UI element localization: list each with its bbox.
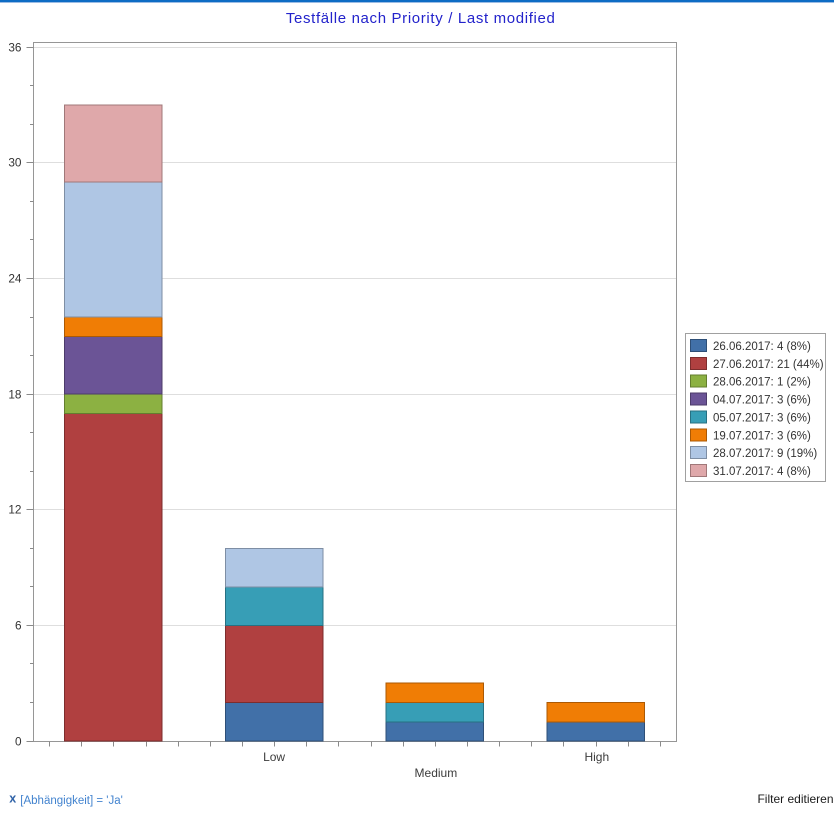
svg-text:24: 24 <box>8 272 22 286</box>
svg-text:Filter editieren: Filter editieren <box>757 792 833 806</box>
svg-text:6: 6 <box>15 619 22 633</box>
svg-text:28.06.2017: 1 (2%): 28.06.2017: 1 (2%) <box>713 377 811 389</box>
svg-text:Testfälle nach Priority / Last: Testfälle nach Priority / Last modified <box>286 10 556 27</box>
svg-text:36: 36 <box>8 41 22 55</box>
svg-text:05.07.2017: 3 (6%): 05.07.2017: 3 (6%) <box>713 412 811 424</box>
svg-text:High: High <box>584 750 609 764</box>
svg-text:0: 0 <box>15 735 22 749</box>
svg-text:04.07.2017: 3 (6%): 04.07.2017: 3 (6%) <box>713 395 811 407</box>
svg-text:26.06.2017: 4 (8%): 26.06.2017: 4 (8%) <box>713 341 811 353</box>
svg-text:Medium: Medium <box>415 766 458 780</box>
svg-text:28.07.2017: 9 (19%): 28.07.2017: 9 (19%) <box>713 448 817 460</box>
svg-text:[Abhängigkeit] = 'Ja': [Abhängigkeit] = 'Ja' <box>20 795 123 807</box>
svg-text:30: 30 <box>8 156 22 170</box>
svg-text:31.07.2017: 4 (8%): 31.07.2017: 4 (8%) <box>713 466 811 478</box>
svg-text:18: 18 <box>8 388 22 402</box>
svg-text:27.06.2017: 21 (44%): 27.06.2017: 21 (44%) <box>713 359 824 371</box>
svg-text:12: 12 <box>8 503 21 517</box>
svg-text:19.07.2017: 3 (6%): 19.07.2017: 3 (6%) <box>713 430 811 442</box>
svg-text:Low: Low <box>263 750 285 764</box>
svg-text:x: x <box>9 791 16 805</box>
